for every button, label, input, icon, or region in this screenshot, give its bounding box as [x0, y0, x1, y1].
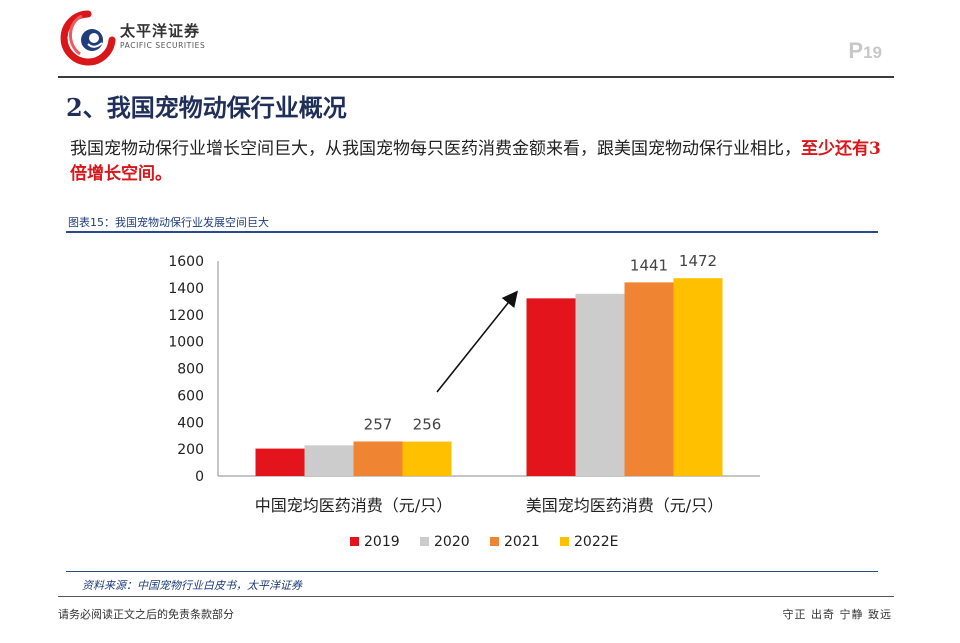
bar-2021-1 [624, 282, 674, 476]
chart-container: 0 200 400 600 800 1000 1200 1400 1600 中国宠均医药消费（元/… [150, 236, 890, 566]
legend-swatch-2020 [420, 537, 429, 546]
footer-divider [58, 596, 894, 597]
data-label: 257 [364, 415, 393, 433]
bar-2019-0 [255, 448, 305, 476]
y-tick-label: 1200 [168, 308, 204, 324]
bar-2022E-1 [673, 278, 723, 476]
x-category-label: 中国宠均医药消费（元/只） [255, 496, 452, 515]
figure-title-rule [66, 231, 878, 233]
bar-2019-1 [526, 298, 576, 476]
figure-title: 图表15：我国宠物动保行业发展空间巨大 [68, 216, 269, 229]
y-tick-label: 1000 [168, 335, 204, 351]
legend-label-2022E: 2022E [574, 534, 618, 550]
y-tick-label: 800 [177, 362, 204, 378]
x-category-label: 美国宠均医药消费（元/只） [526, 496, 723, 515]
company-motto: 守正 出奇 宁静 致远 [782, 608, 892, 621]
legend-swatch-2019 [350, 537, 359, 546]
bar-2020-1 [575, 293, 625, 476]
source-note: 资料来源：中国宠物行业白皮书，太平洋证券 [82, 579, 302, 592]
y-tick-label: 1600 [168, 254, 204, 270]
y-tick-label: 0 [195, 469, 204, 485]
paragraph-highlight: 至少还有3倍增长空间。 [70, 139, 881, 184]
y-tick-label: 400 [177, 415, 204, 431]
data-label: 1441 [630, 256, 668, 274]
disclaimer-note: 请务必阅读正文之后的免责条款部分 [58, 608, 234, 621]
legend-label-2021: 2021 [504, 534, 540, 550]
pacific-securities-logo [58, 10, 118, 66]
section-title: 2、我国宠物动保行业概况 [66, 93, 347, 122]
bar-2022E-0 [402, 441, 452, 476]
y-tick-label: 600 [177, 388, 204, 404]
page-prefix: P [848, 38, 864, 63]
legend-label-2019: 2019 [364, 534, 400, 550]
brand: 太平洋证券 PACIFIC SECURITIES [120, 23, 205, 50]
source-rule [66, 571, 878, 572]
bar-chart: 0 200 400 600 800 1000 1200 1400 1600 中国宠均医药消费（元/… [168, 252, 760, 550]
brand-name-en: PACIFIC SECURITIES [120, 41, 206, 50]
brand-name-cn: 太平洋证券 [120, 22, 201, 40]
header-divider [58, 76, 894, 78]
page-number: P19 [848, 38, 882, 64]
legend-label-2020: 2020 [434, 534, 470, 550]
bar-2020-0 [304, 445, 354, 476]
data-label: 1472 [679, 252, 717, 270]
legend-swatch-2021 [490, 537, 499, 546]
data-label: 256 [413, 416, 442, 434]
bar-2021-0 [353, 441, 403, 476]
y-tick-label: 200 [177, 442, 204, 458]
page-number-value: 19 [863, 43, 882, 62]
legend-swatch-2022E [560, 537, 569, 546]
y-tick-label: 1400 [168, 281, 204, 297]
paragraph-text: 我国宠物动保行业增长空间巨大，从我国宠物每只医药消费金额来看，跟美国宠物动保行业… [70, 139, 801, 159]
growth-arrow [436, 290, 518, 393]
summary-paragraph: 我国宠物动保行业增长空间巨大，从我国宠物每只医药消费金额来看，跟美国宠物动保行业… [70, 137, 890, 187]
